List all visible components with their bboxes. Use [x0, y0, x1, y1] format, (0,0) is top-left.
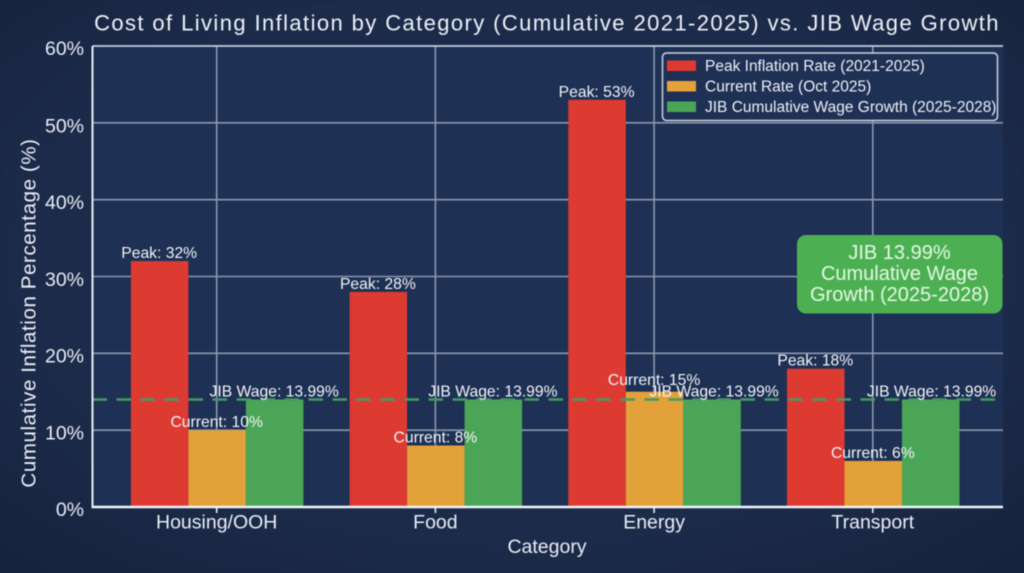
svg-text:Current: 10%: Current: 10%: [170, 414, 262, 431]
svg-text:JIB Cumulative Wage Growth (20: JIB Cumulative Wage Growth (2025-2028): [705, 99, 996, 116]
svg-text:Peak: 18%: Peak: 18%: [777, 353, 853, 370]
svg-text:Housing/OOH: Housing/OOH: [156, 512, 277, 534]
svg-text:40%: 40%: [45, 192, 84, 214]
svg-text:Cost of Living Inflation by Ca: Cost of Living Inflation by Category (Cu…: [94, 11, 1000, 36]
svg-text:60%: 60%: [45, 38, 84, 60]
svg-text:Current: 15%: Current: 15%: [608, 372, 700, 389]
svg-text:Cumulative Inflation Percentag: Cumulative Inflation Percentage (%): [18, 138, 41, 487]
svg-text:JIB Wage: 13.99%: JIB Wage: 13.99%: [428, 383, 557, 400]
svg-text:Peak: 32%: Peak: 32%: [121, 245, 197, 262]
svg-text:30%: 30%: [45, 269, 84, 291]
svg-text:Current Rate (Oct 2025): Current Rate (Oct 2025): [705, 79, 871, 96]
svg-text:Peak: 53%: Peak: 53%: [559, 84, 635, 101]
svg-text:Peak: 28%: Peak: 28%: [340, 276, 416, 293]
svg-text:10%: 10%: [45, 423, 84, 445]
svg-text:Peak Inflation Rate (2021-2025: Peak Inflation Rate (2021-2025): [705, 58, 925, 75]
svg-text:JIB Wage: 13.99%: JIB Wage: 13.99%: [649, 383, 778, 400]
svg-text:0%: 0%: [56, 499, 84, 521]
svg-text:Cumulative Wage: Cumulative Wage: [821, 263, 978, 285]
svg-text:Energy: Energy: [623, 512, 685, 534]
svg-text:50%: 50%: [45, 116, 84, 138]
svg-text:Food: Food: [413, 512, 457, 534]
svg-text:Transport: Transport: [831, 512, 914, 534]
svg-text:Category: Category: [507, 536, 586, 558]
svg-text:JIB Wage: 13.99%: JIB Wage: 13.99%: [210, 383, 339, 400]
svg-text:Current: 6%: Current: 6%: [831, 445, 915, 462]
svg-text:20%: 20%: [45, 346, 84, 368]
svg-text:Growth (2025-2028): Growth (2025-2028): [810, 284, 989, 306]
svg-text:Current: 8%: Current: 8%: [394, 430, 478, 447]
svg-text:JIB Wage: 13.99%: JIB Wage: 13.99%: [867, 383, 996, 400]
svg-text:JIB 13.99%: JIB 13.99%: [848, 242, 951, 264]
